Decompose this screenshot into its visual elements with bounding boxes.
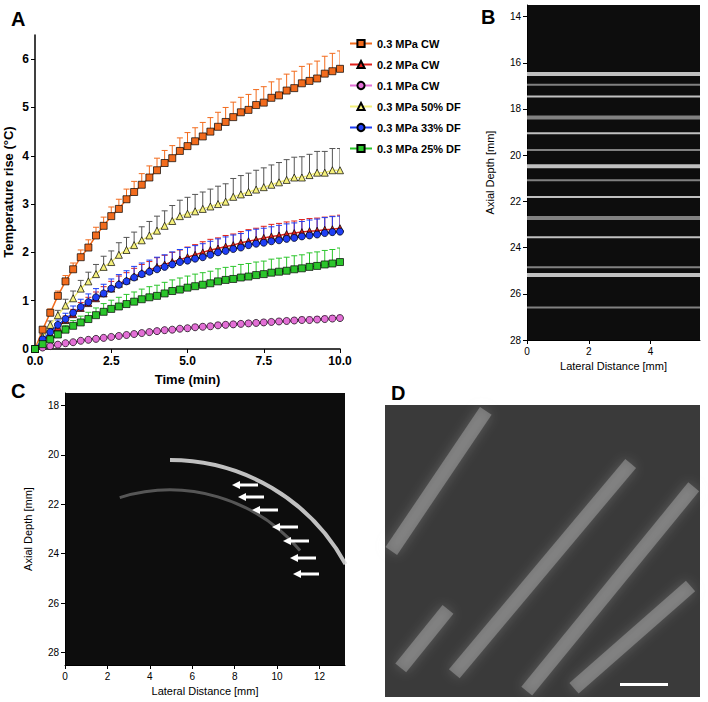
svg-text:0.3 MPa 50% DF: 0.3 MPa 50% DF [377, 101, 461, 113]
svg-text:5.0: 5.0 [179, 354, 196, 368]
svg-text:0.3 MPa 25% DF: 0.3 MPa 25% DF [377, 143, 461, 155]
svg-text:4: 4 [648, 346, 654, 357]
svg-text:Lateral Distance [mm]: Lateral Distance [mm] [152, 685, 259, 697]
svg-text:0.2 MPa CW: 0.2 MPa CW [377, 59, 440, 71]
svg-text:Axial Depth [mm]: Axial Depth [mm] [22, 487, 34, 571]
svg-text:B: B [481, 6, 495, 28]
svg-text:20: 20 [510, 150, 522, 161]
svg-text:Temperature rise (°C): Temperature rise (°C) [1, 126, 16, 257]
svg-text:3: 3 [22, 197, 29, 211]
svg-text:22: 22 [510, 196, 522, 207]
svg-text:Lateral Distance [mm]: Lateral Distance [mm] [560, 360, 667, 372]
svg-text:18: 18 [510, 103, 522, 114]
svg-text:26: 26 [510, 288, 522, 299]
svg-text:0.3 MPa CW: 0.3 MPa CW [377, 38, 440, 50]
svg-text:10.0: 10.0 [328, 354, 352, 368]
svg-text:2.5: 2.5 [103, 354, 120, 368]
svg-text:22: 22 [48, 499, 60, 510]
svg-text:D: D [391, 382, 405, 404]
svg-text:12: 12 [314, 671, 326, 682]
svg-text:24: 24 [48, 548, 60, 559]
svg-text:A: A [11, 8, 25, 30]
svg-text:16: 16 [510, 57, 522, 68]
svg-text:0.0: 0.0 [27, 354, 44, 368]
svg-text:0: 0 [524, 346, 530, 357]
svg-text:28: 28 [48, 647, 60, 658]
svg-text:28: 28 [510, 335, 522, 346]
svg-text:4: 4 [147, 671, 153, 682]
svg-text:8: 8 [232, 671, 238, 682]
svg-text:6: 6 [22, 52, 29, 66]
svg-text:26: 26 [48, 598, 60, 609]
svg-text:4: 4 [22, 149, 29, 163]
svg-text:0.1 MPa CW: 0.1 MPa CW [377, 80, 440, 92]
svg-text:0: 0 [22, 342, 29, 356]
svg-text:18: 18 [48, 400, 60, 411]
svg-text:7.5: 7.5 [255, 354, 272, 368]
svg-text:Axial Depth [mm]: Axial Depth [mm] [484, 131, 496, 215]
svg-text:20: 20 [48, 449, 60, 460]
svg-text:0.3 MPa 33% DF: 0.3 MPa 33% DF [377, 122, 461, 134]
svg-text:2: 2 [105, 671, 111, 682]
svg-text:2: 2 [22, 245, 29, 259]
svg-text:5: 5 [22, 100, 29, 114]
svg-text:6: 6 [189, 671, 195, 682]
svg-text:24: 24 [510, 242, 522, 253]
svg-text:C: C [11, 380, 25, 402]
svg-text:2: 2 [586, 346, 592, 357]
svg-text:Time (min): Time (min) [155, 372, 221, 387]
svg-text:10: 10 [272, 671, 284, 682]
svg-text:0: 0 [62, 671, 68, 682]
svg-text:1: 1 [22, 294, 29, 308]
svg-text:14: 14 [510, 11, 522, 22]
